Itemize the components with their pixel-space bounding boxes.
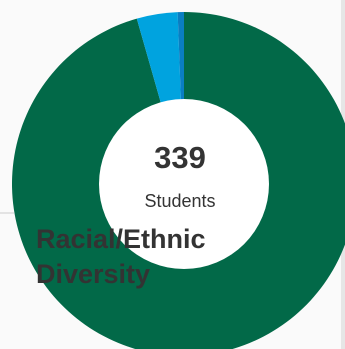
donut-hole (99, 99, 269, 269)
chart-title: Racial/Ethnic Diversity (36, 224, 206, 289)
student-count-label: Students (144, 191, 216, 211)
student-count: 339 (154, 140, 206, 175)
card-divider (0, 212, 14, 214)
